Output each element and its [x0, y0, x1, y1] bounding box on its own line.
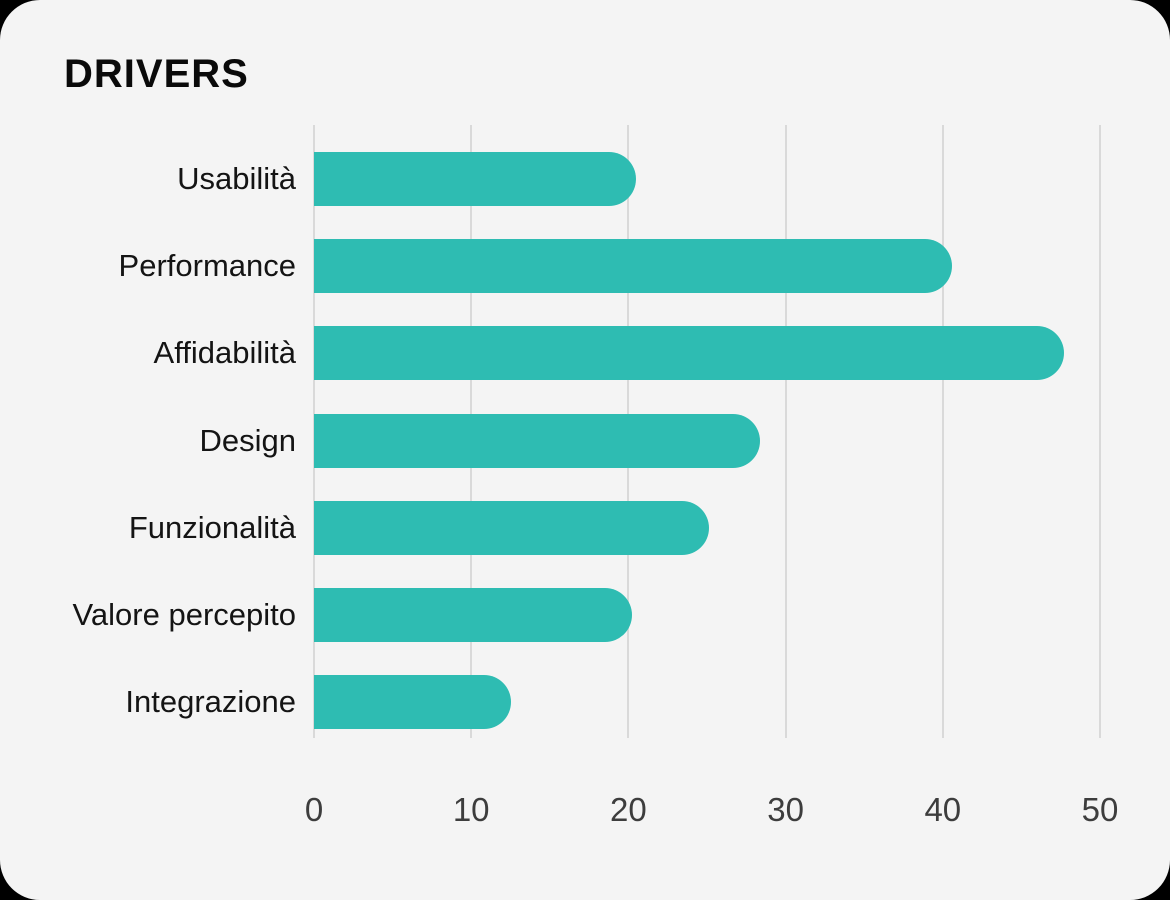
- chart-title: DRIVERS: [64, 52, 249, 96]
- bar: [314, 500, 709, 555]
- bar-track: [314, 326, 1100, 381]
- bar-row: Funzionalità: [40, 484, 1100, 571]
- gridline: [784, 125, 787, 738]
- bar-rows: Usabilità Performance Affidabilità Desig…: [40, 135, 1100, 746]
- x-tick-label: 20: [610, 791, 647, 828]
- category-label: Design: [199, 422, 297, 458]
- x-tick-label: 30: [767, 791, 804, 828]
- bar: [314, 326, 1064, 381]
- bar-track: [314, 588, 1100, 643]
- x-tick-label: 40: [924, 791, 962, 828]
- category-label: Valore percepito: [72, 597, 296, 633]
- bar: [314, 588, 632, 643]
- bar-row: Usabilità: [40, 135, 1100, 222]
- x-tick-label: 0: [304, 791, 324, 828]
- bar-track: [314, 500, 1100, 555]
- bar: [314, 238, 953, 293]
- bar-row: Affidabilità: [40, 310, 1100, 397]
- bar-track: [314, 413, 1100, 468]
- bar-row: Valore percepito: [40, 571, 1100, 658]
- bar: [314, 151, 637, 206]
- category-label: Usabilità: [177, 160, 296, 196]
- category-label: Funzionalità: [128, 509, 296, 545]
- bar-track: [314, 675, 1100, 730]
- gridline: [941, 125, 944, 738]
- x-tick-label: 50: [1081, 791, 1119, 828]
- category-label: Affidabilità: [153, 335, 296, 371]
- bar-track: [314, 238, 1100, 293]
- category-label: Integrazione: [125, 684, 296, 720]
- gridline: [1099, 125, 1101, 738]
- bar-row: Performance: [40, 222, 1100, 309]
- bar: [314, 413, 761, 468]
- bar: [314, 675, 511, 730]
- bar-row: Design: [40, 397, 1100, 484]
- bar-track: [314, 151, 1100, 206]
- x-tick-label: 10: [452, 791, 490, 828]
- category-label: Performance: [118, 247, 296, 283]
- x-axis: 0 10 20 30 40 50: [305, 791, 1119, 837]
- bar-row: Integrazione: [40, 659, 1100, 746]
